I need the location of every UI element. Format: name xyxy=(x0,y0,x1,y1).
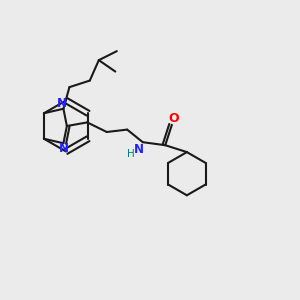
Text: N: N xyxy=(57,97,67,110)
Text: N: N xyxy=(134,143,144,156)
Text: O: O xyxy=(168,112,179,125)
Text: N: N xyxy=(58,142,68,155)
Text: H: H xyxy=(128,148,135,159)
